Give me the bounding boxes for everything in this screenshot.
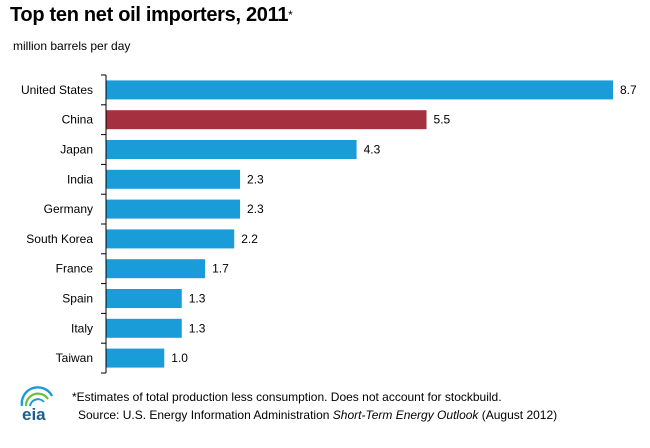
logo-arc-3	[29, 398, 45, 407]
bar-spain	[106, 289, 182, 308]
footnote: *Estimates of total production less cons…	[72, 388, 557, 424]
axis-unit-label: million barrels per day	[13, 39, 131, 53]
category-label-spain: Spain	[62, 292, 93, 306]
bar-india	[106, 169, 241, 189]
eia-logo: eia	[20, 386, 54, 424]
category-label-south-korea: South Korea	[26, 232, 93, 246]
chart-title: Top ten net oil importers, 2011*	[10, 4, 293, 27]
value-label-taiwan: 1.0	[171, 351, 188, 365]
chart-title-text: Top ten net oil importers, 2011	[10, 4, 289, 26]
footnote-source: Source: U.S. Energy Information Administ…	[72, 406, 557, 424]
source-suffix: (August 2012)	[478, 408, 558, 422]
bar-united-states	[106, 80, 613, 100]
logo-text: eia	[22, 405, 46, 424]
title-asterisk: *	[288, 8, 293, 22]
bar-taiwan	[106, 348, 165, 368]
category-label-germany: Germany	[44, 202, 93, 216]
bar-italy	[106, 318, 182, 338]
value-label-china: 5.5	[434, 113, 451, 127]
category-label-italy: Italy	[71, 321, 93, 335]
source-title: Short-Term Energy Outlook	[332, 408, 479, 422]
category-label-france: France	[56, 262, 94, 276]
bar-china	[106, 110, 427, 130]
bar-france	[106, 259, 206, 279]
bar-south-korea	[106, 229, 235, 249]
footnote-note: *Estimates of total production less cons…	[72, 390, 502, 404]
value-label-south-korea: 2.2	[241, 232, 258, 246]
value-label-united-states: 8.7	[620, 83, 637, 97]
logo-arc-1	[20, 386, 54, 407]
value-label-india: 2.3	[247, 172, 264, 186]
logo-arc-2	[24, 392, 49, 407]
value-label-france: 1.7	[212, 262, 229, 276]
bar-chart: United States 8.7 China 5.5 Japan 4.3 India 2.3…	[21, 74, 637, 374]
category-label-india: India	[67, 172, 93, 186]
bar-germany	[106, 199, 241, 219]
category-label-united-states: United States	[21, 83, 93, 97]
category-label-taiwan: Taiwan	[56, 351, 93, 365]
category-label-japan: Japan	[60, 143, 93, 157]
value-label-germany: 2.3	[247, 202, 264, 216]
bar-japan	[106, 140, 357, 159]
value-label-spain: 1.3	[189, 292, 206, 306]
value-label-japan: 4.3	[364, 143, 381, 157]
category-label-china: China	[62, 113, 94, 127]
source-prefix: Source: U.S. Energy Information Administ…	[78, 408, 333, 422]
value-label-italy: 1.3	[189, 321, 206, 335]
